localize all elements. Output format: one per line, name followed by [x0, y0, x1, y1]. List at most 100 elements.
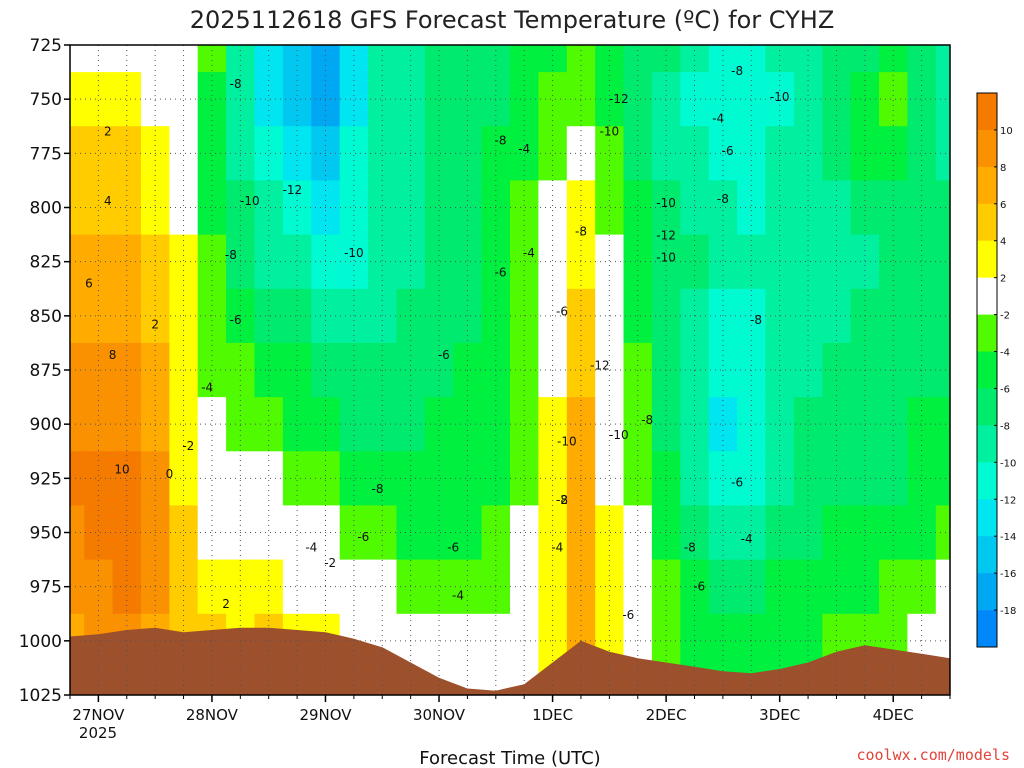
temperature-cell: [793, 126, 823, 181]
contour-label: -4: [712, 112, 724, 126]
y-tick-label: 875: [30, 361, 62, 381]
temperature-cell: [197, 180, 227, 236]
temperature-cell: [510, 451, 539, 507]
contour-label: 8: [109, 348, 117, 362]
temperature-cell: [623, 72, 653, 127]
temperature-cell: [538, 397, 568, 452]
temperature-cell: [453, 126, 483, 181]
temperature-cell: [112, 45, 142, 73]
contour-label: -8: [372, 482, 384, 496]
temperature-cell: [737, 559, 767, 615]
temperature-cell: [112, 288, 142, 344]
colorbar-band: [977, 573, 997, 611]
temperature-cell: [680, 234, 710, 290]
temperature-cell: [70, 288, 85, 344]
temperature-cell: [793, 72, 823, 127]
temperature-cell: [737, 613, 767, 669]
y-axis: 725 750 775 800 825 850 875 900 925 950 975 1000 102…: [19, 36, 70, 706]
temperature-cell: [368, 288, 398, 344]
temperature-cell: [879, 288, 908, 344]
y-tick-label: 725: [30, 36, 62, 56]
colorbar-tick-label: -4: [1000, 348, 1010, 359]
temperature-cell: [623, 451, 653, 507]
temperature-cell: [935, 45, 950, 73]
temperature-cell: [907, 451, 937, 507]
temperature-cell: [424, 559, 454, 615]
temperature-cell: [368, 505, 398, 561]
temperature-cell: [339, 72, 369, 127]
contour-label: -4: [201, 380, 213, 394]
temperature-cell: [822, 126, 852, 181]
temperature-cell: [651, 180, 681, 236]
temperature-cell: [595, 451, 625, 507]
contour-label: -6: [556, 305, 568, 319]
contour-label: -6: [495, 266, 507, 280]
temperature-cell: [879, 397, 908, 452]
temperature-cell: [282, 45, 312, 73]
colorbar-tick-label: -12: [1000, 495, 1016, 506]
temperature-cell: [70, 451, 85, 507]
temperature-cell: [112, 559, 142, 615]
temperature-cell: [112, 397, 142, 452]
temperature-cell: [935, 288, 950, 344]
temperature-cell: [595, 559, 625, 615]
temperature-cell: [169, 397, 199, 452]
colorbar-tick-label: -6: [1000, 384, 1010, 395]
temperature-cell: [737, 397, 767, 452]
x-tick-label: 28NOV: [186, 706, 239, 724]
temperature-cell: [84, 451, 114, 507]
temperature-cell: [453, 45, 483, 73]
temperature-cell: [368, 72, 398, 127]
temperature-cell: [424, 126, 454, 181]
temperature-cell: [112, 505, 142, 561]
colorbar-tick-label: -10: [1000, 458, 1016, 469]
temperature-cell: [424, 234, 454, 290]
credit-link[interactable]: coolwx.com/models: [856, 746, 1010, 764]
temperature-cell: [566, 126, 596, 181]
temperature-cell: [651, 45, 681, 73]
temperature-cell: [595, 234, 625, 290]
contour-label: -8: [495, 133, 507, 147]
temperature-cell: [84, 72, 114, 127]
temperature-cell: [538, 126, 568, 181]
y-tick-label: 900: [30, 415, 62, 435]
temperature-cell: [708, 559, 738, 615]
temperature-cell: [708, 397, 738, 452]
temperature-cell: [453, 72, 483, 127]
temperature-cell: [368, 126, 398, 181]
colorbar-band: [977, 93, 997, 131]
plot-area: 2 4 6 8 10 2 0 -2 -4 -6 -8 -10 -12 -8 2 -4 -2 -6 -8 -10 -6 -4…: [69, 44, 951, 696]
contour-labels: 2 4 6 8 10 2 0 -2 -4 -6 -8 -10 -12 -8 2 -4 -2 -6 -8 -10 -6 -4…: [85, 64, 789, 622]
temperature-cell: [368, 397, 398, 452]
temperature-cell: [879, 505, 908, 561]
contour-label: -10: [656, 196, 676, 210]
contour-label: -6: [447, 541, 459, 555]
colorbar-tick-label: 4: [1000, 237, 1006, 248]
temperature-cell: [424, 397, 454, 452]
contour-label: 6: [85, 276, 93, 290]
temperature-cell: [254, 451, 284, 507]
temperature-cell: [282, 234, 312, 290]
temperature-cell: [510, 397, 539, 452]
temperature-cell: [708, 613, 738, 669]
temperature-cell: [339, 451, 369, 507]
contour-label: 2: [222, 597, 230, 611]
y-tick-label: 850: [30, 307, 62, 327]
contour-label: -2: [324, 556, 336, 570]
contour-label: -12: [656, 229, 676, 243]
temperature-cell: [70, 397, 85, 452]
contour-label: 0: [166, 467, 174, 481]
temperature-cell: [197, 288, 227, 344]
temperature-cell: [793, 397, 823, 452]
temperature-cell: [793, 288, 823, 344]
temperature-cell: [793, 451, 823, 507]
temperature-cell: [935, 342, 950, 398]
temperature-cell: [822, 288, 852, 344]
temperature-cell: [907, 72, 937, 127]
temperature-cell: [368, 559, 398, 615]
temperature-cell: [169, 72, 199, 127]
temperature-cell: [623, 126, 653, 181]
temperature-cell: [510, 505, 539, 561]
terrain: [70, 627, 950, 695]
temperature-cell: [708, 234, 738, 290]
